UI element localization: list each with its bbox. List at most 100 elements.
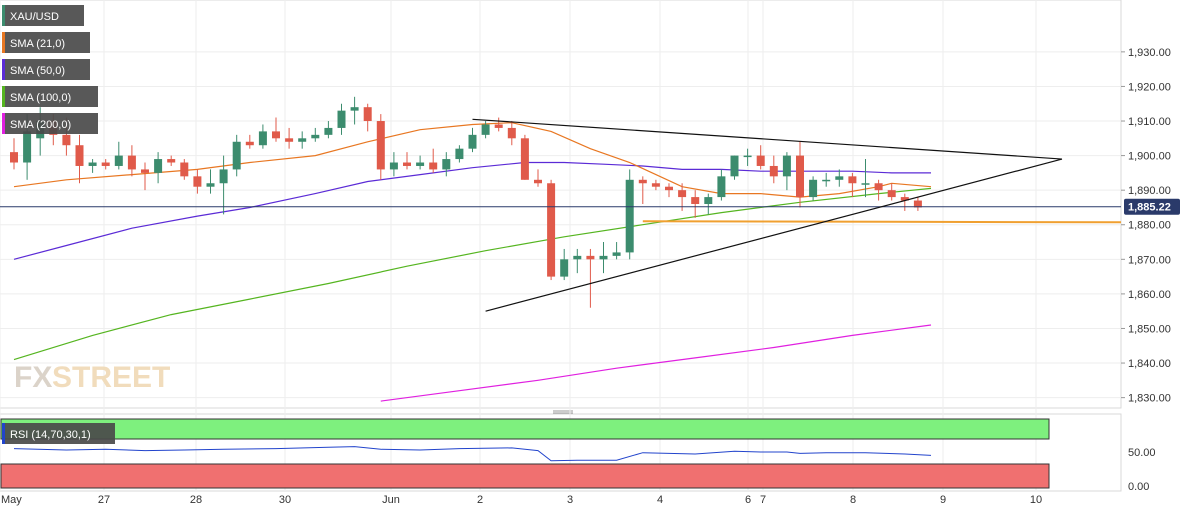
candle-body xyxy=(704,197,713,204)
candle xyxy=(193,169,202,194)
sma21-line xyxy=(13,122,932,198)
candle-body xyxy=(861,183,870,185)
legend-swatch xyxy=(2,423,5,444)
candle xyxy=(376,114,385,180)
candle-body xyxy=(363,107,372,122)
candle xyxy=(691,190,700,218)
candle xyxy=(468,127,477,153)
candle-body xyxy=(232,141,241,170)
legend-rsi[interactable]: RSI (14,70,30,1) xyxy=(2,423,115,444)
legend-label: SMA (50,0) xyxy=(10,65,65,77)
candle xyxy=(769,155,778,184)
indicator-lines xyxy=(13,122,932,462)
candle-body xyxy=(481,124,490,135)
candle-body xyxy=(782,155,791,177)
legend-sma21[interactable]: SMA (21,0) xyxy=(2,32,90,53)
grid xyxy=(0,0,1121,491)
candle-body xyxy=(612,252,621,256)
sma200-line xyxy=(380,324,932,402)
candle-body xyxy=(193,176,202,187)
legend-sma100[interactable]: SMA (100,0) xyxy=(2,86,98,107)
candle xyxy=(75,134,84,184)
price-tick-label: 1,920.00 xyxy=(1128,81,1171,93)
candle xyxy=(520,134,529,180)
candle-body xyxy=(743,155,752,158)
candle-body xyxy=(311,134,320,139)
legend-sma50[interactable]: SMA (50,0) xyxy=(2,59,90,80)
legend-box xyxy=(2,5,84,26)
date-tick-label: 9 xyxy=(940,494,946,506)
candle xyxy=(258,124,267,149)
candle-body xyxy=(206,183,215,187)
candle-body xyxy=(455,148,464,160)
candle-body xyxy=(809,179,818,198)
candle xyxy=(272,117,280,142)
candle xyxy=(88,159,97,173)
candle xyxy=(534,169,542,187)
candle xyxy=(665,183,673,198)
legend-box xyxy=(2,32,90,53)
candle-body xyxy=(638,179,647,184)
candle xyxy=(900,193,909,211)
candle-body xyxy=(272,131,280,139)
legend-swatch xyxy=(2,113,5,134)
candle xyxy=(586,248,595,308)
candle xyxy=(232,134,241,177)
legend-swatch xyxy=(2,59,5,80)
candle-body xyxy=(913,200,922,208)
candle-body xyxy=(75,145,84,166)
candle xyxy=(638,176,647,204)
date-tick-label: 8 xyxy=(850,494,856,506)
candle-body xyxy=(167,159,176,163)
candle xyxy=(913,197,922,211)
date-tick-label: 10 xyxy=(1030,494,1042,506)
legend-box xyxy=(2,113,98,134)
candle-body xyxy=(573,255,582,260)
candle xyxy=(442,152,451,177)
legend-xauusd[interactable]: XAU/USD xyxy=(2,5,84,26)
candle xyxy=(625,169,634,260)
price-tick-label: 1,890.00 xyxy=(1128,185,1171,197)
candle-body xyxy=(10,152,18,163)
candle xyxy=(730,155,739,180)
candle xyxy=(717,169,726,201)
date-tick-label: 3 xyxy=(567,494,573,506)
candle-body xyxy=(599,255,608,260)
candle-body xyxy=(468,134,477,149)
upper-trendline xyxy=(472,118,1063,160)
candle xyxy=(756,145,765,170)
candle xyxy=(612,242,621,260)
candle xyxy=(114,141,123,170)
legend-sma200[interactable]: SMA (200,0) xyxy=(2,113,98,134)
candle xyxy=(494,117,503,132)
legend[interactable]: XAU/USD SMA (21,0) SMA (50,0) SMA (100,0) SM… xyxy=(2,5,115,444)
candle xyxy=(704,193,713,215)
candle xyxy=(127,145,136,177)
date-tick-label: Jun xyxy=(382,494,400,506)
candle xyxy=(599,242,608,274)
candle-body xyxy=(625,179,634,253)
candle xyxy=(651,179,660,191)
price-tick-label: 1,860.00 xyxy=(1128,289,1171,301)
legend-swatch xyxy=(2,32,5,53)
candle xyxy=(350,96,359,125)
date-tick-label: 4 xyxy=(657,494,663,506)
candle-body xyxy=(324,127,333,135)
current-price-label: 1,885.22 xyxy=(1128,202,1171,214)
candle-body xyxy=(848,176,857,184)
candle-body xyxy=(245,141,254,146)
candle-body xyxy=(101,162,110,166)
current-price-badge-bg xyxy=(1124,198,1180,215)
candle-body xyxy=(285,138,294,142)
svg-text:STREET: STREET xyxy=(52,361,170,394)
candle-body xyxy=(127,155,136,170)
date-tick-label: 28 xyxy=(190,494,202,506)
candle-body xyxy=(665,186,673,191)
candle-body xyxy=(154,159,163,173)
candle xyxy=(507,121,516,146)
candle-body xyxy=(442,159,451,170)
candle xyxy=(782,152,791,191)
candle xyxy=(835,169,844,187)
legend-label: SMA (200,0) xyxy=(10,119,71,131)
date-tick-label: May xyxy=(1,494,22,506)
